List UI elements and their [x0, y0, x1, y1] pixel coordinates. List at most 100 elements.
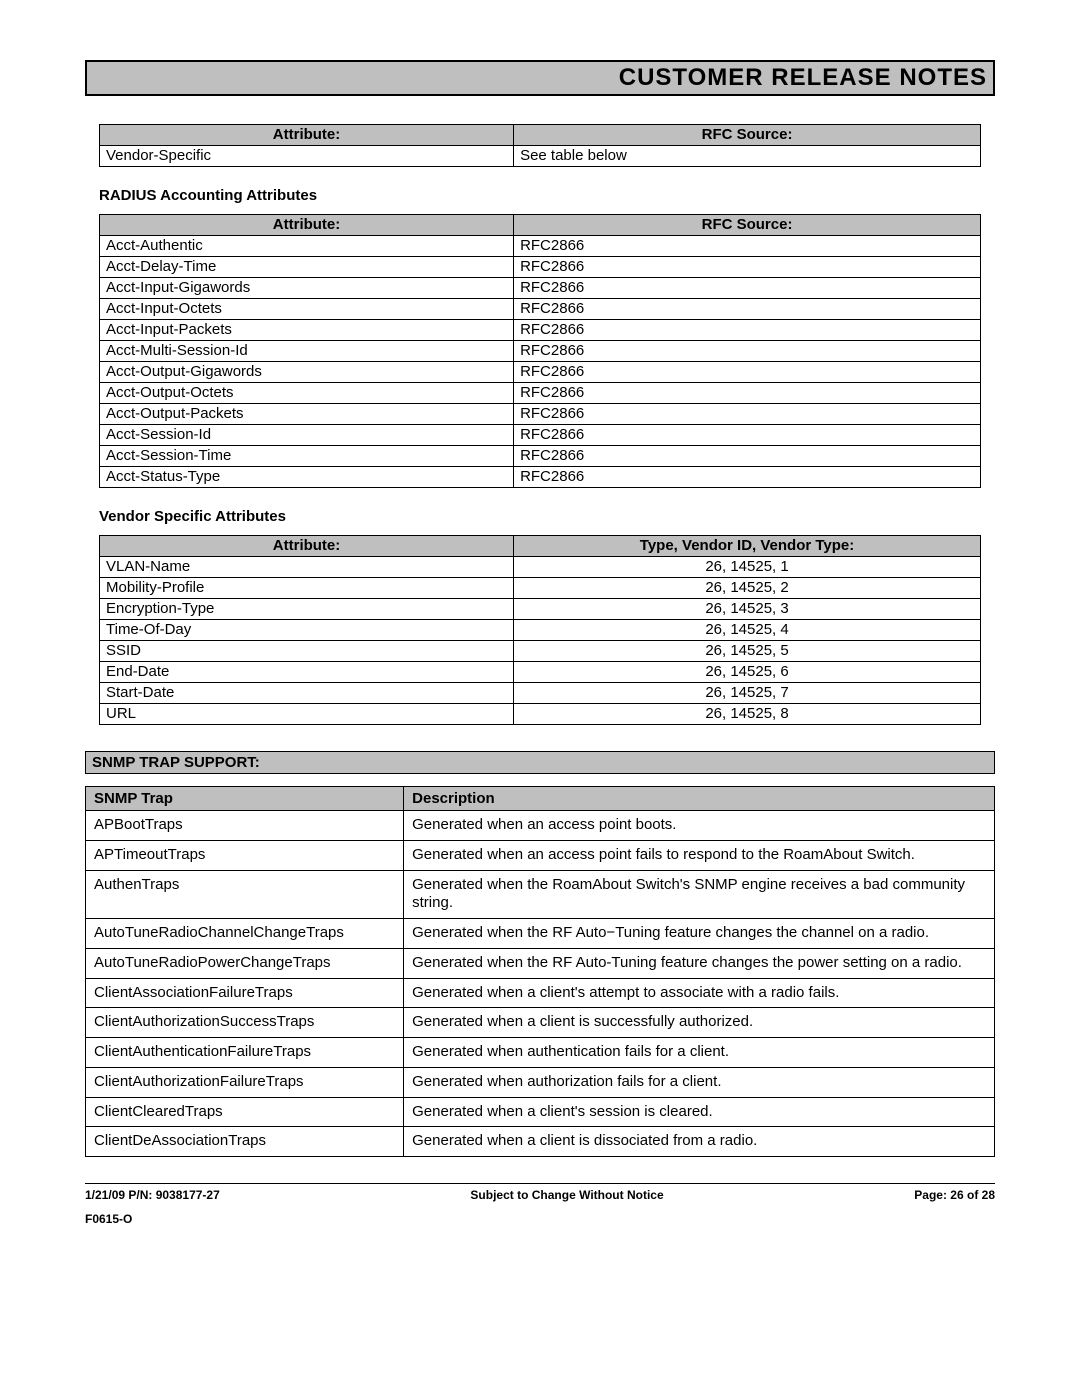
table2: Attribute: RFC Source: Acct-AuthenticRFC… — [99, 214, 981, 488]
footer-left: 1/21/09 P/N: 9038177-27 — [85, 1188, 220, 1202]
table-cell: ClientAuthorizationFailureTraps — [86, 1067, 404, 1097]
table-cell: Generated when a client is dissociated f… — [404, 1127, 995, 1157]
table2-col1: RFC Source: — [514, 215, 981, 236]
table-cell: RFC2866 — [514, 341, 981, 362]
page: CUSTOMER RELEASE NOTES Attribute: RFC So… — [0, 0, 1080, 1397]
table-cell: Acct-Output-Octets — [100, 383, 514, 404]
table1: Attribute: RFC Source: Vendor-SpecificSe… — [99, 124, 981, 167]
table-cell: 26, 14525, 7 — [514, 683, 981, 704]
table-row: Acct-AuthenticRFC2866 — [100, 236, 981, 257]
table-cell: 26, 14525, 2 — [514, 578, 981, 599]
table-cell: RFC2866 — [514, 236, 981, 257]
table-cell: Generated when an access point boots. — [404, 811, 995, 841]
table3-col0: Attribute: — [100, 536, 514, 557]
table-cell: Generated when the RoamAbout Switch's SN… — [404, 870, 995, 919]
table-cell: Acct-Multi-Session-Id — [100, 341, 514, 362]
table3-wrap: Attribute: Type, Vendor ID, Vendor Type:… — [85, 535, 995, 725]
page-title-bar: CUSTOMER RELEASE NOTES — [85, 60, 995, 96]
table-cell: 26, 14525, 3 — [514, 599, 981, 620]
table-cell: SSID — [100, 641, 514, 662]
table1-col0: Attribute: — [100, 125, 514, 146]
table-cell: End-Date — [100, 662, 514, 683]
footer-right: Page: 26 of 28 — [914, 1188, 995, 1202]
table-row: End-Date26, 14525, 6 — [100, 662, 981, 683]
table-cell: AuthenTraps — [86, 870, 404, 919]
heading-vendor: Vendor Specific Attributes — [99, 508, 995, 525]
table-cell: RFC2866 — [514, 425, 981, 446]
table-cell: Acct-Delay-Time — [100, 257, 514, 278]
table-cell: Acct-Authentic — [100, 236, 514, 257]
table-row: APBootTrapsGenerated when an access poin… — [86, 811, 995, 841]
page-title: CUSTOMER RELEASE NOTES — [619, 64, 987, 92]
table-cell: Mobility-Profile — [100, 578, 514, 599]
table-cell: Generated when the RF Auto−Tuning featur… — [404, 919, 995, 949]
table-row: Acct-Output-GigawordsRFC2866 — [100, 362, 981, 383]
table-row: Vendor-SpecificSee table below — [100, 146, 981, 167]
table-cell: ClientAuthenticationFailureTraps — [86, 1038, 404, 1068]
table-cell: VLAN-Name — [100, 557, 514, 578]
table-row: Acct-Output-PacketsRFC2866 — [100, 404, 981, 425]
table-cell: ClientAssociationFailureTraps — [86, 978, 404, 1008]
table-row: ClientAuthorizationSuccessTrapsGenerated… — [86, 1008, 995, 1038]
table2-wrap: Attribute: RFC Source: Acct-AuthenticRFC… — [85, 214, 995, 488]
table-cell: RFC2866 — [514, 257, 981, 278]
table-cell: Acct-Input-Packets — [100, 320, 514, 341]
table-cell: 26, 14525, 8 — [514, 704, 981, 725]
table-row: Acct-Input-PacketsRFC2866 — [100, 320, 981, 341]
table-row: Acct-Multi-Session-IdRFC2866 — [100, 341, 981, 362]
table-cell: Generated when an access point fails to … — [404, 840, 995, 870]
table-cell: Acct-Input-Octets — [100, 299, 514, 320]
table-row: SSID26, 14525, 5 — [100, 641, 981, 662]
table-row: ClientAssociationFailureTrapsGenerated w… — [86, 978, 995, 1008]
table-row: ClientAuthorizationFailureTrapsGenerated… — [86, 1067, 995, 1097]
snmp-table: SNMP Trap Description APBootTrapsGenerat… — [85, 786, 995, 1157]
table3-col1: Type, Vendor ID, Vendor Type: — [514, 536, 981, 557]
table1-col1: RFC Source: — [514, 125, 981, 146]
table-row: Encryption-Type26, 14525, 3 — [100, 599, 981, 620]
table-row: ClientClearedTrapsGenerated when a clien… — [86, 1097, 995, 1127]
table-cell: RFC2866 — [514, 320, 981, 341]
table-cell: Acct-Session-Time — [100, 446, 514, 467]
table3: Attribute: Type, Vendor ID, Vendor Type:… — [99, 535, 981, 725]
footer-center: Subject to Change Without Notice — [470, 1188, 663, 1202]
table-row: ClientAuthenticationFailureTrapsGenerate… — [86, 1038, 995, 1068]
table-cell: Acct-Output-Packets — [100, 404, 514, 425]
table-row: Time-Of-Day26, 14525, 4 — [100, 620, 981, 641]
table-row: URL26, 14525, 8 — [100, 704, 981, 725]
table-row: Acct-Input-OctetsRFC2866 — [100, 299, 981, 320]
table-cell: Time-Of-Day — [100, 620, 514, 641]
table-cell: Generated when the RF Auto-Tuning featur… — [404, 948, 995, 978]
snmp-col0: SNMP Trap — [86, 787, 404, 811]
table-row: Mobility-Profile26, 14525, 2 — [100, 578, 981, 599]
table-cell: ClientDeAssociationTraps — [86, 1127, 404, 1157]
table-row: Acct-Input-GigawordsRFC2866 — [100, 278, 981, 299]
table-row: AutoTuneRadioPowerChangeTrapsGenerated w… — [86, 948, 995, 978]
table-row: Start-Date26, 14525, 7 — [100, 683, 981, 704]
table-cell: Encryption-Type — [100, 599, 514, 620]
table-cell: Vendor-Specific — [100, 146, 514, 167]
table-cell: ClientAuthorizationSuccessTraps — [86, 1008, 404, 1038]
table-cell: Generated when a client is successfully … — [404, 1008, 995, 1038]
table-cell: RFC2866 — [514, 278, 981, 299]
table-row: AuthenTrapsGenerated when the RoamAbout … — [86, 870, 995, 919]
table2-col0: Attribute: — [100, 215, 514, 236]
table-cell: RFC2866 — [514, 299, 981, 320]
footer-sub: F0615-O — [85, 1212, 995, 1226]
snmp-heading: SNMP TRAP SUPPORT: — [92, 754, 260, 771]
table1-wrap: Attribute: RFC Source: Vendor-SpecificSe… — [85, 124, 995, 167]
table-row: AutoTuneRadioChannelChangeTrapsGenerated… — [86, 919, 995, 949]
table-cell: Generated when a client's attempt to ass… — [404, 978, 995, 1008]
table-row: Acct-Status-TypeRFC2866 — [100, 467, 981, 488]
table-cell: 26, 14525, 5 — [514, 641, 981, 662]
table-row: APTimeoutTrapsGenerated when an access p… — [86, 840, 995, 870]
table-row: VLAN-Name26, 14525, 1 — [100, 557, 981, 578]
table-cell: Acct-Output-Gigawords — [100, 362, 514, 383]
table-cell: Generated when a client's session is cle… — [404, 1097, 995, 1127]
table-cell: APBootTraps — [86, 811, 404, 841]
heading-radius: RADIUS Accounting Attributes — [99, 187, 995, 204]
snmp-heading-bar: SNMP TRAP SUPPORT: — [85, 751, 995, 774]
table-cell: Generated when authorization fails for a… — [404, 1067, 995, 1097]
table-cell: RFC2866 — [514, 446, 981, 467]
footer-line: 1/21/09 P/N: 9038177-27 Subject to Chang… — [85, 1183, 995, 1202]
table-cell: APTimeoutTraps — [86, 840, 404, 870]
